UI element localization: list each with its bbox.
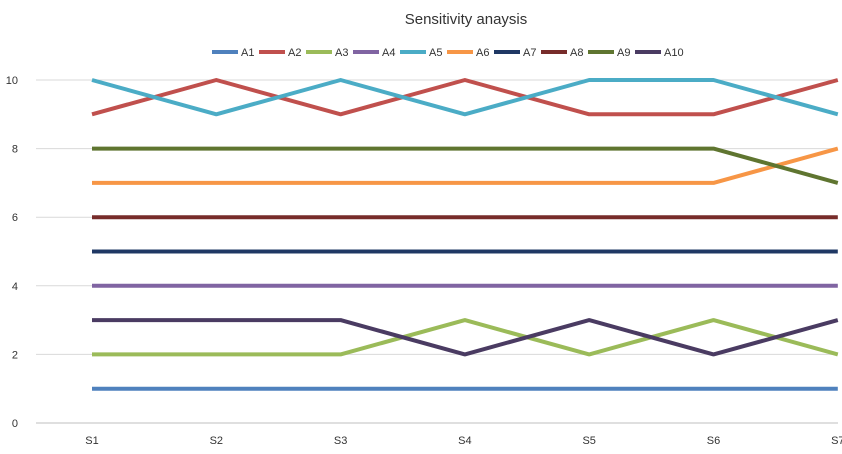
legend-label: A9 bbox=[617, 47, 630, 59]
legend-item: A5 bbox=[400, 47, 442, 59]
series-line-a6 bbox=[92, 146, 839, 185]
y-tick-label: 8 bbox=[12, 144, 18, 156]
y-axis: 0 2 4 6 8 10 bbox=[6, 75, 18, 430]
legend-item: A1 bbox=[212, 47, 254, 59]
y-tick-label: 2 bbox=[12, 349, 18, 361]
series-lines bbox=[91, 78, 839, 391]
series-line-a3 bbox=[92, 318, 839, 357]
legend-label: A8 bbox=[570, 47, 583, 59]
x-tick-label: S6 bbox=[707, 435, 720, 447]
x-tick-label: S4 bbox=[458, 435, 471, 447]
legend-label: A2 bbox=[288, 47, 301, 59]
legend-label: A10 bbox=[664, 47, 684, 59]
legend-item: A7 bbox=[494, 47, 536, 59]
legend-item: A4 bbox=[353, 47, 395, 59]
series-line-a10 bbox=[92, 318, 839, 357]
x-tick-label: S1 bbox=[85, 435, 98, 447]
y-tick-label: 6 bbox=[12, 212, 18, 224]
legend-label: A6 bbox=[476, 47, 489, 59]
x-tick-label: S5 bbox=[582, 435, 595, 447]
series-line-a5 bbox=[91, 78, 839, 117]
x-axis: S1 S2 S3 S4 S5 S6 S7 bbox=[85, 435, 842, 447]
legend-label: A5 bbox=[429, 47, 442, 59]
legend-label: A7 bbox=[523, 47, 536, 59]
chart-title: Sensitivity anaysis bbox=[405, 11, 528, 28]
x-tick-label: S3 bbox=[334, 435, 347, 447]
legend-item: A9 bbox=[588, 47, 630, 59]
legend: A1 A2 A3 A4 A5 A6 A7 A8 A9 A10 bbox=[212, 47, 684, 59]
series-line-a2 bbox=[91, 78, 839, 117]
legend-label: A3 bbox=[335, 47, 348, 59]
legend-item: A3 bbox=[306, 47, 348, 59]
x-tick-label: S2 bbox=[210, 435, 223, 447]
legend-label: A4 bbox=[382, 47, 395, 59]
y-tick-label: 10 bbox=[6, 75, 18, 87]
legend-item: A10 bbox=[635, 47, 684, 59]
series-line-a9 bbox=[92, 146, 839, 185]
x-tick-label: S7 bbox=[831, 435, 842, 447]
legend-item: A6 bbox=[447, 47, 489, 59]
legend-label: A1 bbox=[241, 47, 254, 59]
y-tick-label: 0 bbox=[12, 418, 18, 430]
legend-item: A8 bbox=[541, 47, 583, 59]
legend-item: A2 bbox=[259, 47, 301, 59]
y-tick-label: 4 bbox=[12, 281, 18, 293]
